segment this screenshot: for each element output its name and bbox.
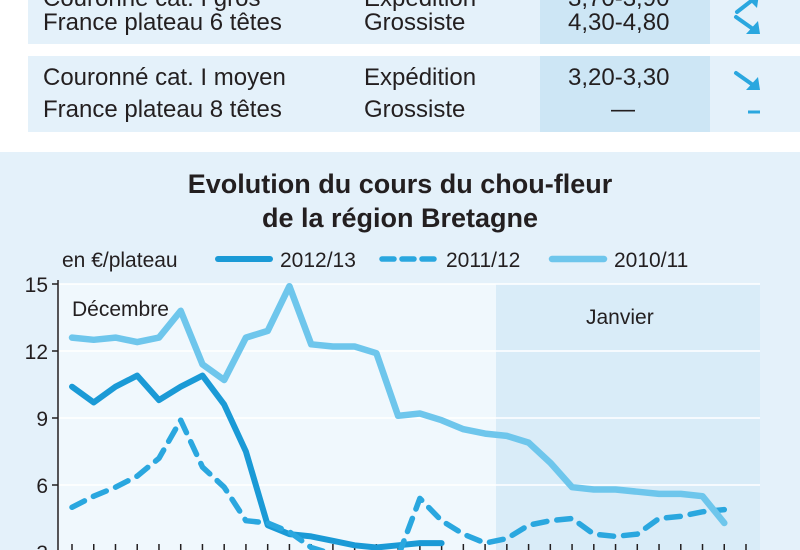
trend-up-icon xyxy=(735,0,759,14)
legend-label: 2011/12 xyxy=(446,249,520,272)
chart-title: Evolution du cours du chou-fleur xyxy=(187,169,613,199)
trend-down-icon xyxy=(734,71,760,90)
y-tick-label: 6 xyxy=(36,475,48,498)
series-line-2011-12 xyxy=(69,417,728,550)
table-cell-stage: Expédition xyxy=(364,0,476,14)
period-label-december: Décembre xyxy=(72,298,169,321)
plot-area-january xyxy=(495,284,760,550)
y-tick-label: 12 xyxy=(25,341,48,364)
series-line-2010-11 xyxy=(68,282,728,527)
table-cell-product: France plateau 6 têtes xyxy=(43,9,282,36)
chart-subtitle: de la région Bretagne xyxy=(261,203,539,233)
table-group-separator xyxy=(28,44,800,56)
table-cell-price: 3,20-3,30 xyxy=(568,64,670,91)
table-cell-stage: Grossiste xyxy=(364,96,466,123)
price-column-background xyxy=(540,0,710,132)
period-label-january: Janvier xyxy=(586,306,654,329)
price-table: Couronné cat. I gros Expédition 3,70-3,9… xyxy=(28,0,800,132)
trend-down-icon xyxy=(734,15,760,34)
trend-flat-icon xyxy=(748,110,760,114)
table-cell-product: Couronné cat. I gros xyxy=(43,0,260,14)
table-cell-price: — xyxy=(611,96,635,123)
y-tick-label: 15 xyxy=(25,274,48,297)
legend-label: 2010/11 xyxy=(614,249,688,272)
table-cell-stage: Grossiste xyxy=(364,9,466,36)
table-cell-stage: Expédition xyxy=(364,64,477,91)
y-tick-label: 3 xyxy=(36,542,48,550)
table-cell-product: Couronné cat. I moyen xyxy=(43,64,286,91)
table-cell-product: France plateau 8 têtes xyxy=(43,96,282,123)
series-line-2012-13 xyxy=(69,372,445,550)
y-tick-label: 9 xyxy=(36,408,48,431)
legend-label: 2012/13 xyxy=(280,249,356,272)
table-cell-price: 3,70-3,90 xyxy=(568,0,669,14)
y-axis-unit-label: en €/plateau xyxy=(62,249,178,272)
table-cell-price: 4,30-4,80 xyxy=(568,9,670,36)
